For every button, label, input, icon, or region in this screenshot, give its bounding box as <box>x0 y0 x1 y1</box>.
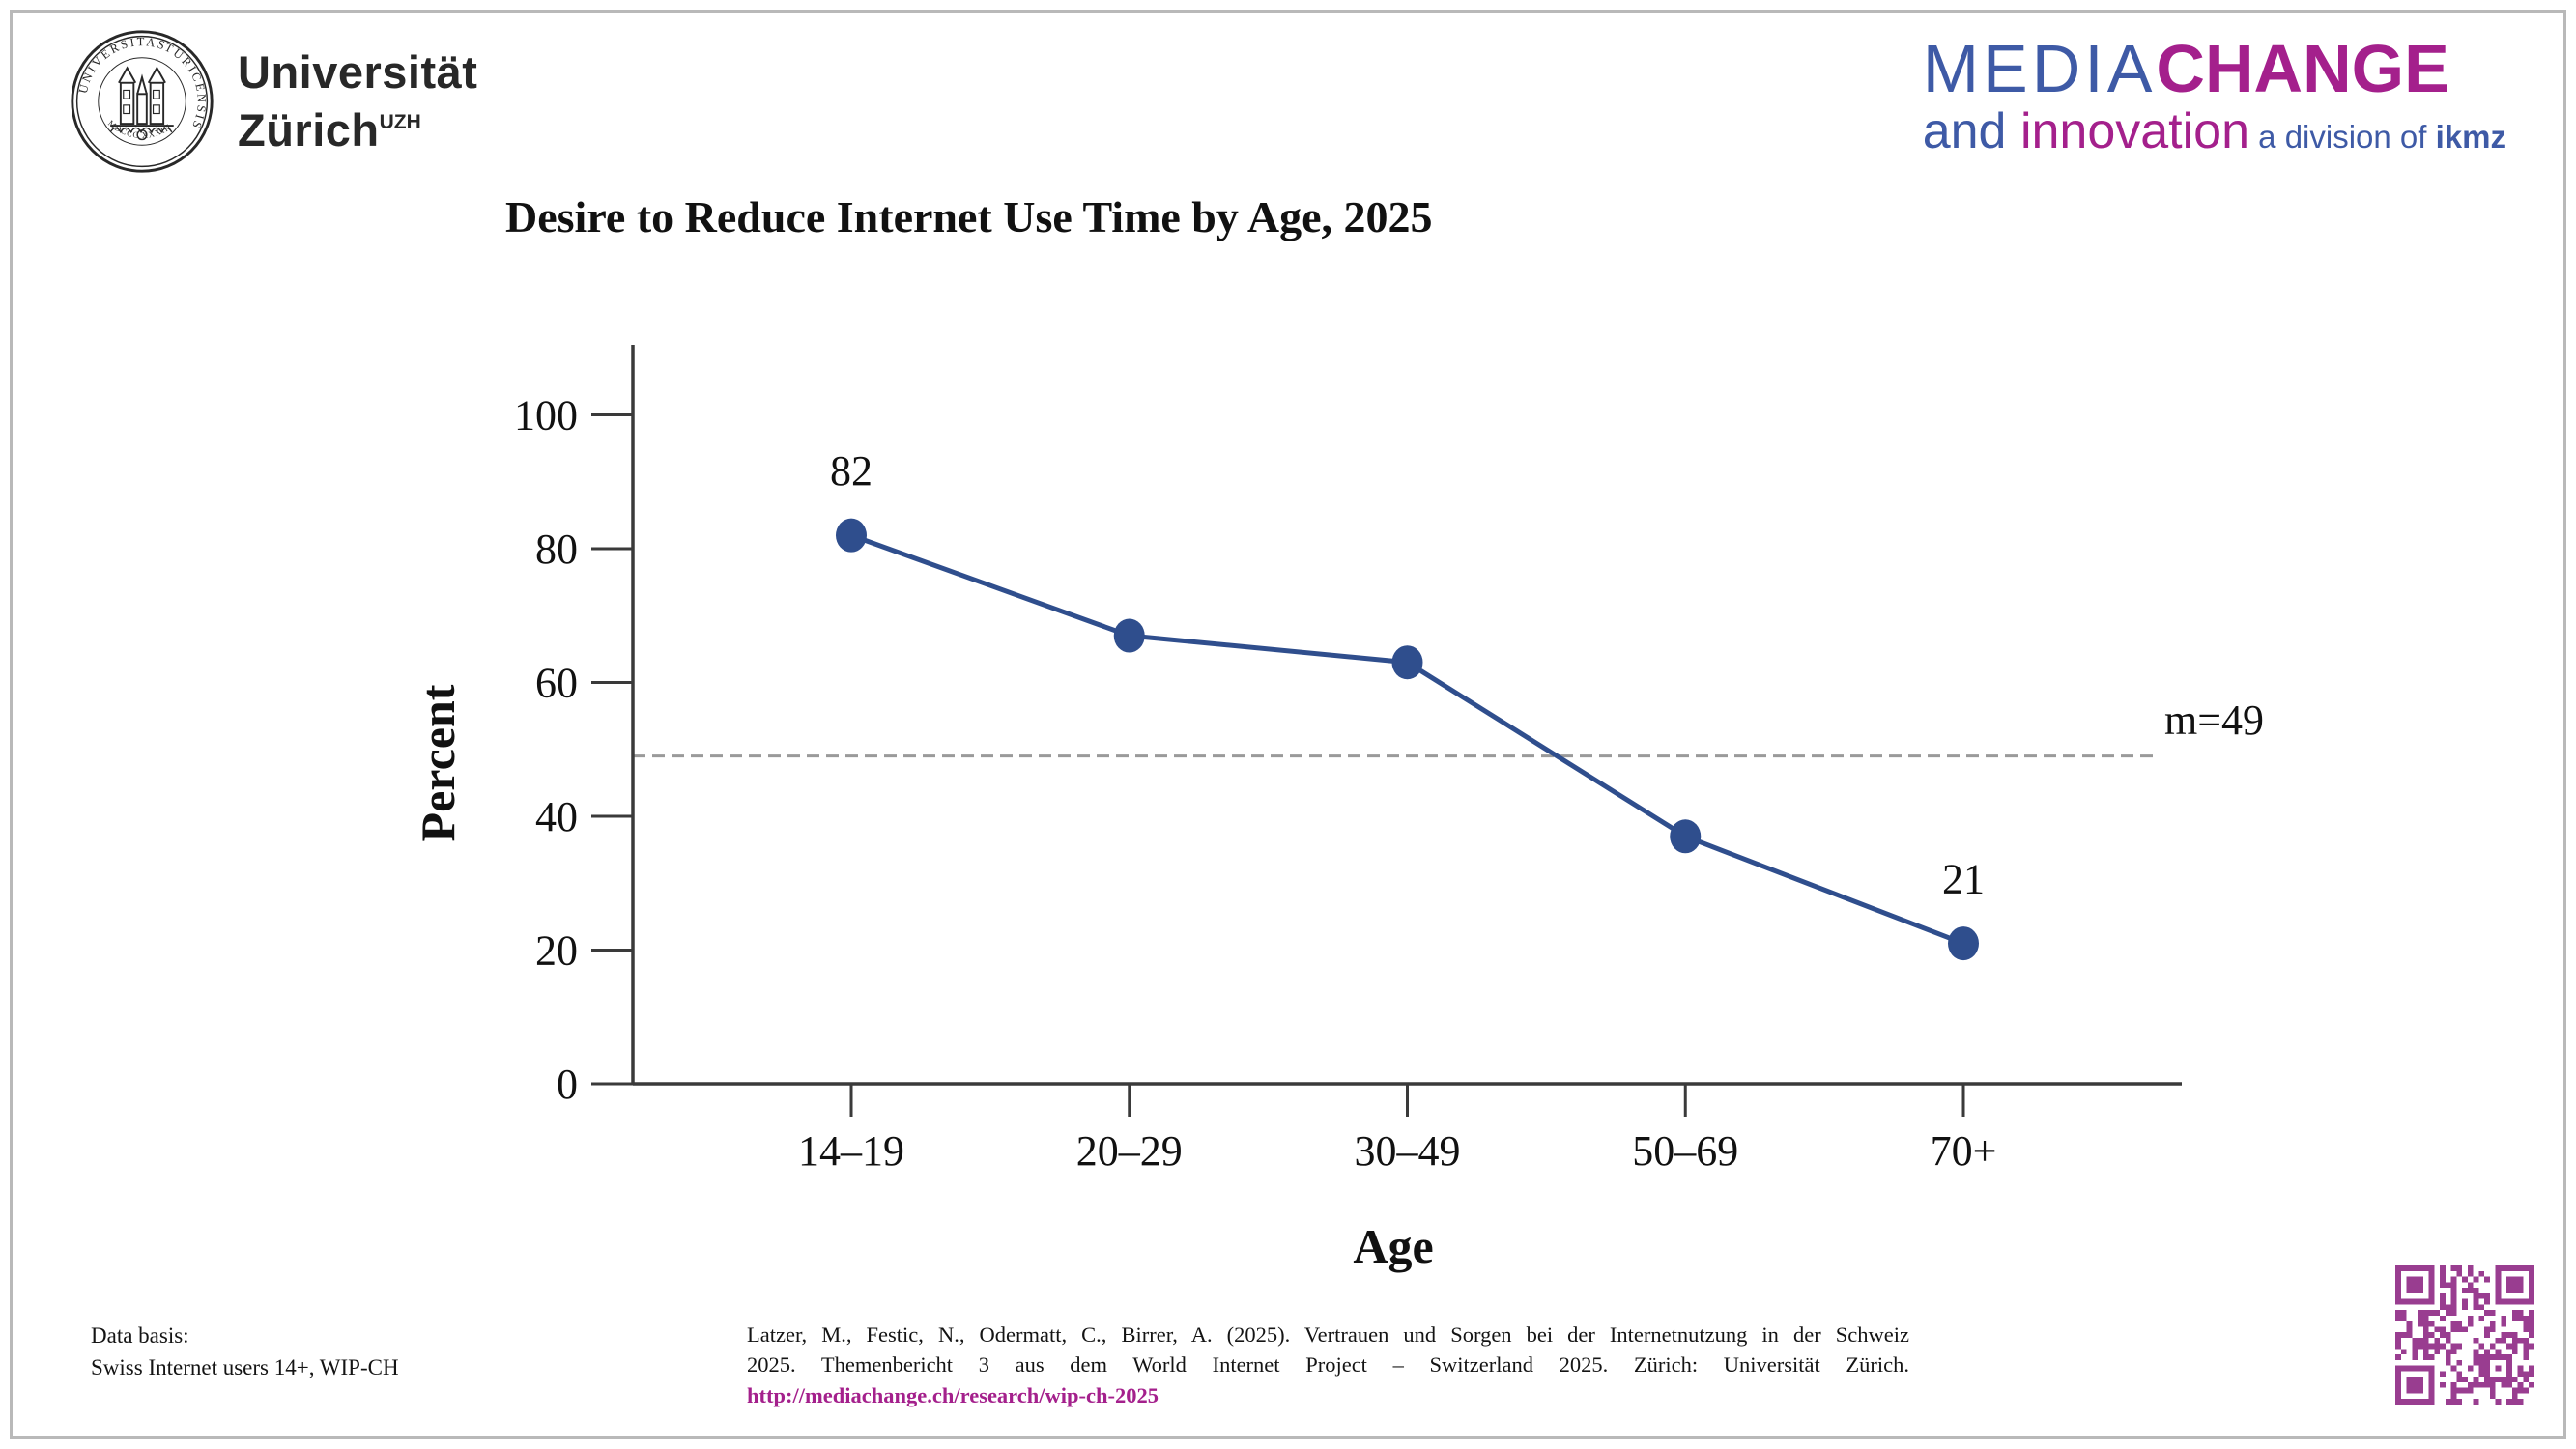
mediachange-media-text: MEDIA <box>1922 31 2157 106</box>
chart-title: Desire to Reduce Internet Use Time by Ag… <box>505 192 1433 242</box>
data-basis-line1: Data basis: <box>91 1323 189 1348</box>
mediachange-logo-line1: MEDIACHANGE <box>1923 35 2506 102</box>
citation: Latzer, M., Festic, N., Odermatt, C., Bi… <box>747 1320 1909 1410</box>
citation-line1: Latzer, M., Festic, N., Odermatt, C., Bi… <box>747 1322 1909 1347</box>
data-basis-note: Data basis: Swiss Internet users 14+, WI… <box>91 1320 399 1383</box>
data-point-70+ <box>1948 926 1979 961</box>
y-tick-label: 40 <box>535 793 578 840</box>
mediachange-logo: MEDIACHANGE and innovation a division of… <box>1923 35 2506 156</box>
x-tick-label: 50–69 <box>1632 1127 1738 1175</box>
data-point-50–69 <box>1670 819 1702 854</box>
data-point-label: 21 <box>1942 856 1985 903</box>
data-point-14–19 <box>836 518 867 553</box>
y-tick-label: 80 <box>535 526 578 573</box>
x-axis-title: Age <box>1353 1219 1433 1273</box>
y-tick-label: 60 <box>535 660 578 707</box>
data-point-label: 82 <box>830 447 873 495</box>
citation-link[interactable]: http://mediachange.ch/research/wip-ch-20… <box>747 1383 1159 1407</box>
mediachange-and-text: and <box>1922 103 2020 159</box>
y-tick-label: 100 <box>514 392 578 440</box>
uzh-seal-building <box>109 66 174 141</box>
citation-line2: 2025. Themenbericht 3 aus dem World Inte… <box>747 1352 1909 1377</box>
data-point-20–29 <box>1113 618 1145 653</box>
x-tick-label: 30–49 <box>1355 1127 1461 1175</box>
uzh-seal-icon: UNIVERSITAS TURICENSIS MDCCC XXXIII <box>71 30 214 173</box>
y-axis-title: Percent <box>411 684 465 841</box>
uzh-wordmark-line2: ZürichUZH <box>238 104 421 156</box>
mediachange-innovation-text: innovation <box>2019 103 2250 159</box>
uzh-wordmark-line1: Universität <box>238 46 478 98</box>
mediachange-change-text: CHANGE <box>2156 31 2449 106</box>
y-tick-label: 0 <box>557 1061 578 1108</box>
mean-line-label: m=49 <box>2164 696 2264 744</box>
y-tick-label: 20 <box>535 927 578 975</box>
uzh-sup: UZH <box>379 111 421 133</box>
data-basis-line2: Swiss Internet users 14+, WIP-CH <box>91 1355 399 1379</box>
data-point-30–49 <box>1391 645 1423 680</box>
uzh-logo: UNIVERSITAS TURICENSIS MDCCC XXXIII <box>68 27 477 176</box>
mediachange-ikmz-text: ikmz <box>2435 119 2506 155</box>
x-tick-label: 20–29 <box>1076 1127 1183 1175</box>
mediachange-logo-line2: and innovation a division of ikmz <box>1923 106 2506 156</box>
x-tick-label: 14–19 <box>798 1127 904 1175</box>
qr-code <box>2395 1265 2534 1405</box>
uzh-wordmark: Universität ZürichUZH <box>238 47 477 156</box>
data-line <box>850 532 1964 946</box>
mediachange-division-text: a division of <box>2249 119 2436 155</box>
x-tick-label: 70+ <box>1931 1127 1997 1175</box>
